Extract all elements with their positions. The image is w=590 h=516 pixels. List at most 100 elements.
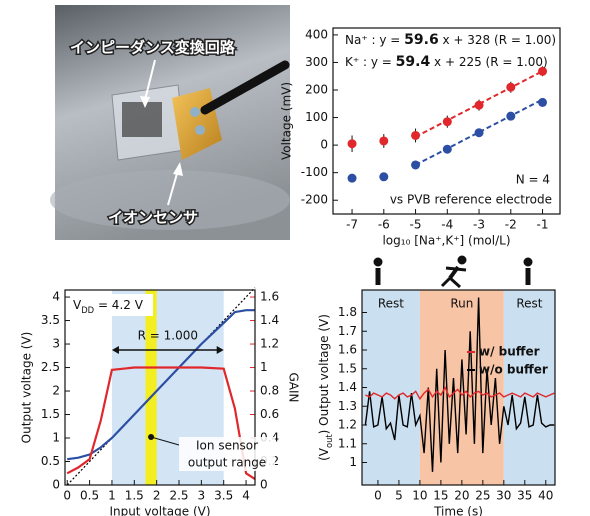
x-tick-label: 0 — [63, 489, 71, 503]
x-tick-label: -7 — [346, 218, 358, 232]
y-tick-label: 4 — [52, 290, 60, 304]
legend-label: w/o buffer — [479, 363, 548, 377]
data-point — [506, 83, 515, 92]
x-tick-label: -4 — [441, 218, 453, 232]
data-point — [411, 131, 420, 140]
text-part: out — [324, 434, 334, 448]
y-tick-label: 0 — [320, 138, 328, 152]
x-tick-label: 35 — [517, 489, 532, 503]
text-part: ) Output voltage (V) — [317, 314, 331, 434]
photo: インピーダンス変換回路 イオンセンサ — [50, 5, 290, 240]
y2-tick-label: 1.2 — [260, 337, 279, 351]
y2-tick-label: 1.6 — [260, 290, 279, 304]
y-tick-label: 0 — [52, 478, 60, 492]
standing-icon — [374, 258, 382, 285]
x-axis-label: Input voltage (V) — [109, 505, 210, 516]
fit-label: : y = — [368, 33, 404, 47]
y-tick-label: -200 — [301, 193, 328, 207]
x-tick-label: -5 — [410, 218, 422, 232]
y-tick-label: 2 — [52, 384, 60, 398]
y-axis-label: Output voltage (V) — [20, 332, 34, 444]
x-axis-label: log₁₀ [Na⁺,K⁺] (mol/L) — [382, 234, 510, 248]
shaded-region — [145, 290, 156, 485]
text-part: DD — [81, 305, 94, 315]
region-label: Run — [450, 297, 473, 311]
y-tick-label: 1.2 — [338, 418, 357, 432]
text-part: = 4.2 V — [94, 298, 144, 312]
circuit-components — [122, 102, 162, 137]
page: {"photo": {"labels": ["インピーダンス変換回路", "イオ… — [0, 0, 590, 516]
y-tick-label: 2.5 — [41, 360, 60, 374]
y2-tick-label: 1.4 — [260, 313, 279, 327]
fit-label: 59.4 — [396, 54, 431, 70]
fit-label: : y = — [359, 55, 395, 69]
y2-tick-label: 0.6 — [260, 407, 279, 421]
y-tick-label: 1.5 — [338, 361, 357, 375]
y-tick-label: 1 — [349, 455, 357, 469]
y-tick-label: 1.6 — [338, 343, 357, 357]
y-tick-label: 0.5 — [41, 454, 60, 468]
fit-label: x + 225 (R = 1.00) — [430, 55, 547, 69]
annotation: output range — [188, 456, 266, 470]
y-tick-label: 1.3 — [338, 399, 357, 413]
data-point — [506, 112, 515, 121]
y-tick-label: 1 — [52, 431, 60, 445]
x-tick-label: 2.5 — [169, 489, 188, 503]
series-name: K⁺ — [345, 55, 359, 69]
sensor-spot — [190, 107, 200, 117]
y-tick-label: 3 — [52, 337, 60, 351]
x-axis-label: Time (s) — [433, 505, 483, 516]
x-tick-label: 3.5 — [214, 489, 233, 503]
x-tick-label: -1 — [537, 218, 549, 232]
photo-label: インピーダンス変換回路 — [70, 39, 236, 57]
annotation: N = 4 — [516, 173, 550, 187]
x-tick-label: 20 — [454, 489, 469, 503]
x-tick-label: 4 — [242, 489, 250, 503]
annotation: Ion sensor — [196, 439, 258, 453]
shaded-region — [362, 290, 420, 485]
y2-tick-label: 0 — [260, 478, 268, 492]
x-tick-label: 25 — [475, 489, 490, 503]
x-tick-label: -2 — [505, 218, 517, 232]
y-tick-label: 1.1 — [338, 436, 357, 450]
photo-label: イオンセンサ — [108, 209, 198, 227]
y-tick-label: 1.8 — [338, 305, 357, 319]
data-point — [538, 98, 547, 107]
y-tick-label: 100 — [305, 110, 328, 124]
x-tick-label: 1.5 — [125, 489, 144, 503]
region-label: Rest — [378, 297, 404, 311]
y-axis-label: (Vout) Output voltage (V) — [317, 314, 334, 461]
standing-icon — [524, 258, 532, 285]
y2-axis-label: GAIN — [287, 372, 301, 402]
y-tick-label: -100 — [301, 165, 328, 179]
x-tick-label: 10 — [412, 489, 427, 503]
data-point — [348, 139, 357, 148]
y-tick-label: 200 — [305, 83, 328, 97]
fit-legend: Na⁺ : y = 59.6 x + 328 (R = 1.00) — [345, 32, 556, 48]
data-point — [379, 172, 388, 181]
x-tick-label: -3 — [473, 218, 485, 232]
y-axis-label: Voltage (mV) — [280, 82, 294, 160]
x-tick-label: 15 — [433, 489, 448, 503]
y-tick-label: 3.5 — [41, 313, 60, 327]
x-tick-label: 3 — [198, 489, 206, 503]
legend-label: w/ buffer — [479, 345, 540, 359]
y2-tick-label: 1 — [260, 360, 268, 374]
y-tick-label: 1.4 — [338, 380, 357, 394]
data-point — [475, 128, 484, 137]
figure: インピーダンス変換回路 イオンセンサ -7-6-5-4-3-2-1-200-10… — [0, 0, 590, 516]
x-tick-label: 0.5 — [80, 489, 99, 503]
x-tick-label: 1 — [108, 489, 116, 503]
annotation: vs PVB reference electrode — [390, 193, 552, 207]
y-tick-label: 300 — [305, 55, 328, 69]
data-point — [443, 117, 452, 126]
x-tick-label: 0 — [374, 489, 382, 503]
shaded-region — [504, 290, 555, 485]
data-point — [443, 145, 452, 154]
text-part: (V — [317, 447, 331, 461]
annotation: R = 1.000 — [138, 329, 198, 343]
x-tick-label: 2 — [153, 489, 161, 503]
data-point — [411, 160, 420, 169]
y-tick-label: 400 — [305, 27, 328, 41]
x-tick-label: 40 — [538, 489, 553, 503]
